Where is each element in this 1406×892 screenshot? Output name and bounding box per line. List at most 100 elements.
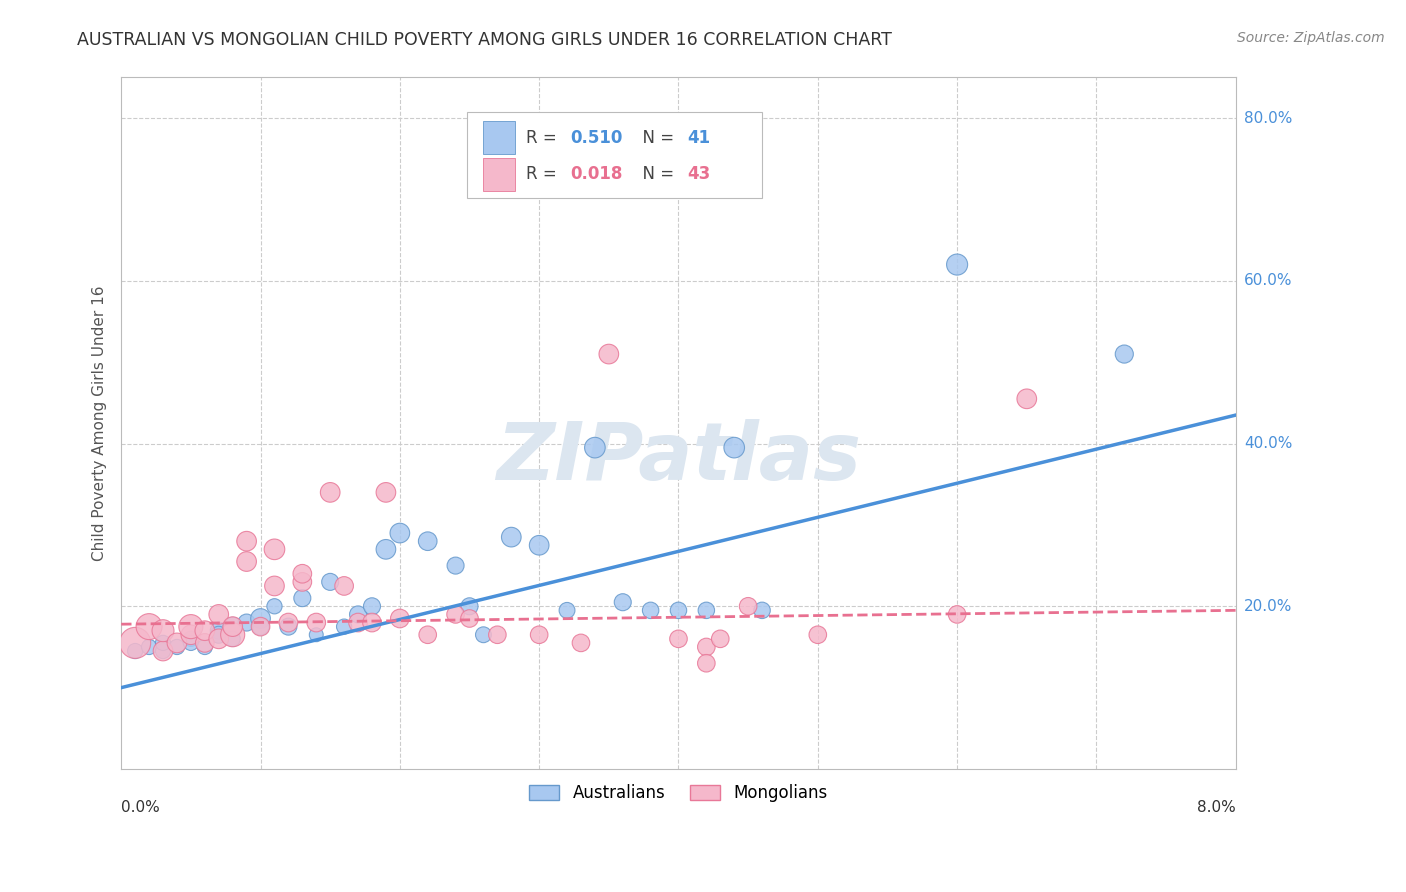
- Point: [180, 632, 202, 646]
- Point: [263, 599, 285, 614]
- Point: [598, 347, 620, 361]
- Point: [444, 558, 467, 573]
- Text: AUSTRALIAN VS MONGOLIAN CHILD POVERTY AMONG GIRLS UNDER 16 CORRELATION CHART: AUSTRALIAN VS MONGOLIAN CHILD POVERTY AM…: [77, 31, 893, 49]
- Point: [194, 636, 217, 650]
- Point: [695, 657, 717, 671]
- Point: [180, 636, 202, 650]
- Point: [249, 619, 271, 633]
- Point: [458, 599, 481, 614]
- Point: [640, 603, 662, 617]
- Point: [221, 619, 243, 633]
- Point: [388, 611, 411, 625]
- Point: [208, 624, 231, 638]
- Point: [347, 615, 370, 630]
- Point: [124, 636, 146, 650]
- Text: 80.0%: 80.0%: [1244, 111, 1292, 126]
- Point: [319, 485, 342, 500]
- Legend: Australians, Mongolians: Australians, Mongolians: [523, 778, 835, 809]
- Point: [235, 615, 257, 630]
- FancyBboxPatch shape: [484, 158, 515, 191]
- Text: 0.0%: 0.0%: [121, 799, 160, 814]
- Point: [501, 530, 523, 544]
- Point: [668, 632, 690, 646]
- Point: [737, 599, 759, 614]
- Point: [277, 619, 299, 633]
- Text: 0.510: 0.510: [571, 128, 623, 146]
- Point: [486, 628, 509, 642]
- Point: [291, 566, 314, 581]
- Point: [208, 607, 231, 622]
- Point: [152, 644, 174, 658]
- Point: [416, 628, 439, 642]
- Point: [555, 603, 578, 617]
- Point: [612, 595, 634, 609]
- Point: [319, 574, 342, 589]
- Point: [235, 534, 257, 549]
- Point: [709, 632, 731, 646]
- Point: [458, 611, 481, 625]
- Point: [263, 579, 285, 593]
- Point: [291, 574, 314, 589]
- Point: [807, 628, 830, 642]
- Point: [946, 607, 969, 622]
- Point: [235, 555, 257, 569]
- Point: [527, 538, 550, 552]
- Text: 0.018: 0.018: [571, 165, 623, 183]
- Text: 40.0%: 40.0%: [1244, 436, 1292, 451]
- Point: [277, 615, 299, 630]
- Point: [1015, 392, 1038, 406]
- Point: [166, 636, 188, 650]
- Text: 41: 41: [688, 128, 710, 146]
- Point: [291, 591, 314, 606]
- Point: [249, 611, 271, 625]
- Text: Source: ZipAtlas.com: Source: ZipAtlas.com: [1237, 31, 1385, 45]
- Point: [695, 640, 717, 654]
- Point: [305, 615, 328, 630]
- Point: [166, 640, 188, 654]
- Point: [416, 534, 439, 549]
- Text: 8.0%: 8.0%: [1197, 799, 1236, 814]
- Text: 20.0%: 20.0%: [1244, 599, 1292, 614]
- Point: [347, 607, 370, 622]
- Point: [208, 628, 231, 642]
- Point: [194, 624, 217, 638]
- Point: [305, 628, 328, 642]
- Point: [361, 615, 384, 630]
- Point: [152, 624, 174, 638]
- Y-axis label: Child Poverty Among Girls Under 16: Child Poverty Among Girls Under 16: [93, 285, 107, 561]
- Point: [374, 542, 396, 557]
- Text: R =: R =: [526, 165, 562, 183]
- FancyBboxPatch shape: [467, 112, 762, 198]
- Point: [527, 628, 550, 642]
- Point: [194, 640, 217, 654]
- Point: [946, 258, 969, 272]
- Point: [152, 636, 174, 650]
- Point: [1114, 347, 1136, 361]
- Point: [221, 628, 243, 642]
- Point: [668, 603, 690, 617]
- Point: [333, 619, 356, 633]
- Point: [221, 632, 243, 646]
- Point: [152, 644, 174, 658]
- Text: 60.0%: 60.0%: [1244, 273, 1292, 288]
- Point: [472, 628, 495, 642]
- Text: ZIPatlas: ZIPatlas: [496, 419, 860, 497]
- Text: 43: 43: [688, 165, 710, 183]
- Point: [333, 579, 356, 593]
- Text: N =: N =: [631, 165, 679, 183]
- Point: [180, 619, 202, 633]
- Point: [583, 441, 606, 455]
- Point: [361, 599, 384, 614]
- Point: [569, 636, 592, 650]
- FancyBboxPatch shape: [484, 121, 515, 154]
- Point: [751, 603, 773, 617]
- Point: [388, 526, 411, 541]
- Text: N =: N =: [631, 128, 679, 146]
- Point: [695, 603, 717, 617]
- Point: [138, 619, 160, 633]
- Point: [180, 628, 202, 642]
- Point: [263, 542, 285, 557]
- Text: R =: R =: [526, 128, 562, 146]
- Point: [124, 644, 146, 658]
- Point: [444, 607, 467, 622]
